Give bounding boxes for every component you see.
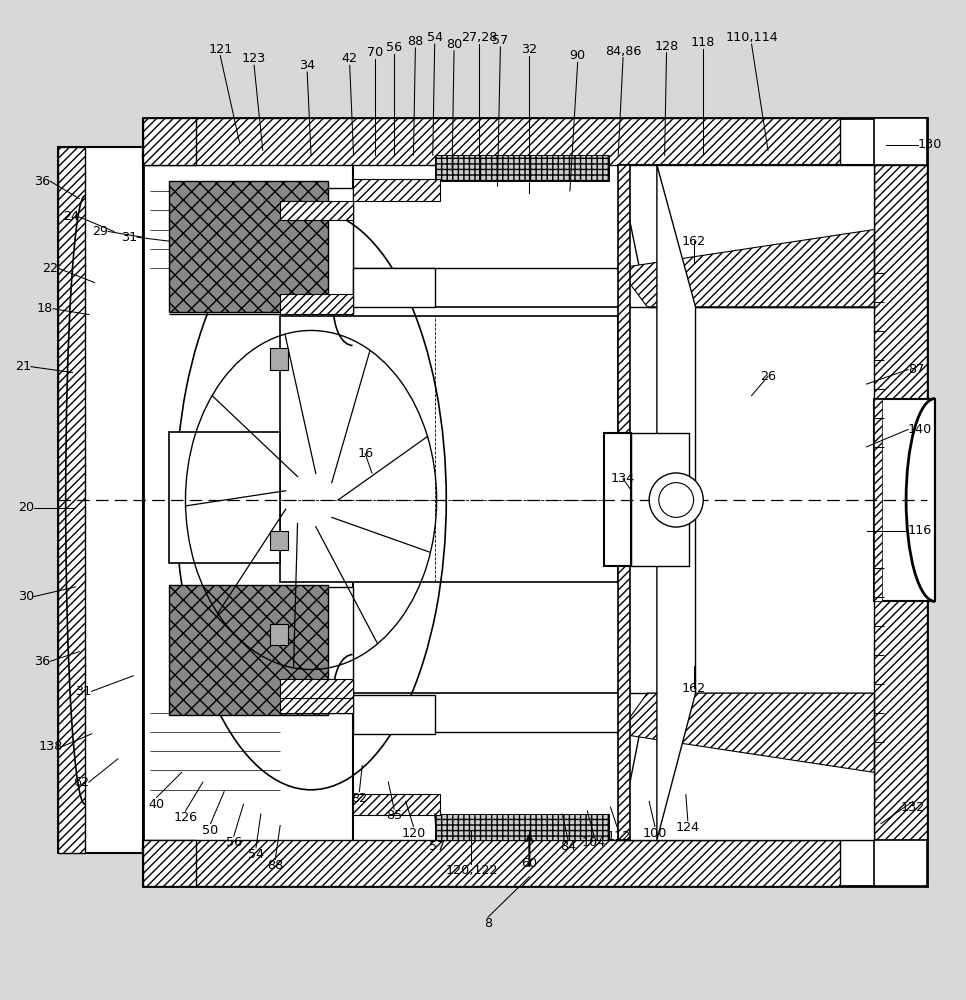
Text: 118: 118 — [691, 36, 716, 49]
Bar — [353, 794, 440, 815]
Text: 31: 31 — [75, 685, 92, 698]
Polygon shape — [618, 230, 874, 307]
Bar — [143, 118, 927, 886]
Text: 54: 54 — [427, 31, 442, 44]
Circle shape — [649, 473, 703, 527]
Text: 50: 50 — [203, 824, 218, 837]
Bar — [143, 840, 840, 886]
Text: 88: 88 — [408, 35, 423, 48]
Bar — [280, 693, 353, 713]
Text: 56: 56 — [226, 836, 242, 849]
Text: 57: 57 — [493, 34, 508, 47]
Text: 162: 162 — [682, 682, 705, 695]
Polygon shape — [657, 165, 696, 840]
Text: 128: 128 — [654, 40, 679, 53]
Bar — [169, 585, 328, 715]
Bar — [169, 432, 280, 563]
Text: 27,28: 27,28 — [461, 31, 497, 44]
Text: 32: 32 — [522, 43, 537, 56]
Text: 134: 134 — [611, 472, 636, 485]
Text: 88: 88 — [268, 859, 283, 872]
Text: 36: 36 — [34, 175, 50, 188]
Bar — [874, 165, 927, 840]
Text: 123: 123 — [242, 52, 267, 65]
Text: 87: 87 — [908, 363, 924, 376]
Bar — [631, 433, 689, 566]
Bar — [143, 118, 840, 165]
Text: 132: 132 — [900, 801, 925, 814]
Text: 130: 130 — [918, 138, 942, 151]
Text: 104: 104 — [582, 836, 607, 849]
Bar — [874, 399, 935, 601]
Bar — [280, 316, 618, 582]
Text: 54: 54 — [248, 848, 264, 861]
Text: 84: 84 — [560, 840, 576, 853]
Bar — [270, 531, 288, 550]
Text: 80: 80 — [446, 38, 462, 51]
Bar — [143, 118, 196, 165]
Text: 57: 57 — [429, 840, 444, 853]
Bar — [280, 294, 353, 314]
Text: 22: 22 — [42, 262, 58, 275]
Text: 16: 16 — [357, 447, 373, 460]
Text: 26: 26 — [760, 370, 776, 383]
Text: 85: 85 — [386, 809, 402, 822]
Polygon shape — [618, 165, 874, 307]
Text: 24: 24 — [63, 210, 79, 223]
Text: 140: 140 — [908, 423, 932, 436]
Bar — [874, 399, 882, 601]
Text: 36: 36 — [34, 655, 50, 668]
Text: 56: 56 — [386, 41, 402, 54]
Bar — [58, 147, 85, 853]
Circle shape — [659, 483, 694, 517]
Text: 100: 100 — [642, 827, 668, 840]
Text: 138: 138 — [39, 740, 63, 753]
Bar — [280, 201, 353, 220]
Bar — [58, 147, 143, 853]
Bar — [874, 118, 927, 165]
Text: 60: 60 — [522, 857, 537, 870]
Bar — [353, 268, 435, 307]
Bar — [280, 587, 353, 713]
Text: 116: 116 — [908, 524, 932, 537]
Text: 70: 70 — [367, 46, 383, 59]
Polygon shape — [618, 693, 874, 840]
Text: 126: 126 — [174, 811, 197, 824]
Bar — [353, 179, 440, 201]
Text: 62: 62 — [72, 776, 89, 789]
Bar — [280, 188, 353, 314]
Bar — [280, 679, 353, 698]
Text: 110,114: 110,114 — [725, 31, 778, 44]
Bar — [353, 695, 435, 734]
Text: 31: 31 — [121, 231, 137, 244]
Text: 82: 82 — [352, 792, 367, 805]
Text: 40: 40 — [149, 798, 164, 811]
Text: 34: 34 — [299, 59, 315, 72]
Text: 162: 162 — [682, 235, 705, 248]
Text: 120,122: 120,122 — [445, 864, 497, 877]
Text: 42: 42 — [342, 52, 357, 65]
Text: 84,86: 84,86 — [605, 45, 641, 58]
Text: 21: 21 — [14, 360, 31, 373]
Polygon shape — [618, 693, 874, 772]
Text: 90: 90 — [570, 49, 585, 62]
Text: 20: 20 — [17, 501, 34, 514]
Text: 29: 29 — [92, 225, 108, 238]
Bar — [169, 181, 328, 312]
Text: 120: 120 — [401, 827, 426, 840]
Text: 30: 30 — [17, 590, 34, 603]
Bar — [435, 814, 609, 840]
Bar — [604, 433, 631, 566]
Text: 124: 124 — [676, 821, 699, 834]
Bar — [270, 348, 288, 370]
Text: 8: 8 — [484, 917, 492, 930]
Text: 18: 18 — [37, 302, 53, 315]
Text: 121: 121 — [208, 43, 233, 56]
Bar — [874, 840, 927, 886]
Bar — [143, 840, 196, 886]
Bar — [435, 155, 609, 181]
Bar — [270, 624, 288, 645]
Text: 112: 112 — [606, 830, 631, 843]
Bar — [618, 165, 630, 840]
